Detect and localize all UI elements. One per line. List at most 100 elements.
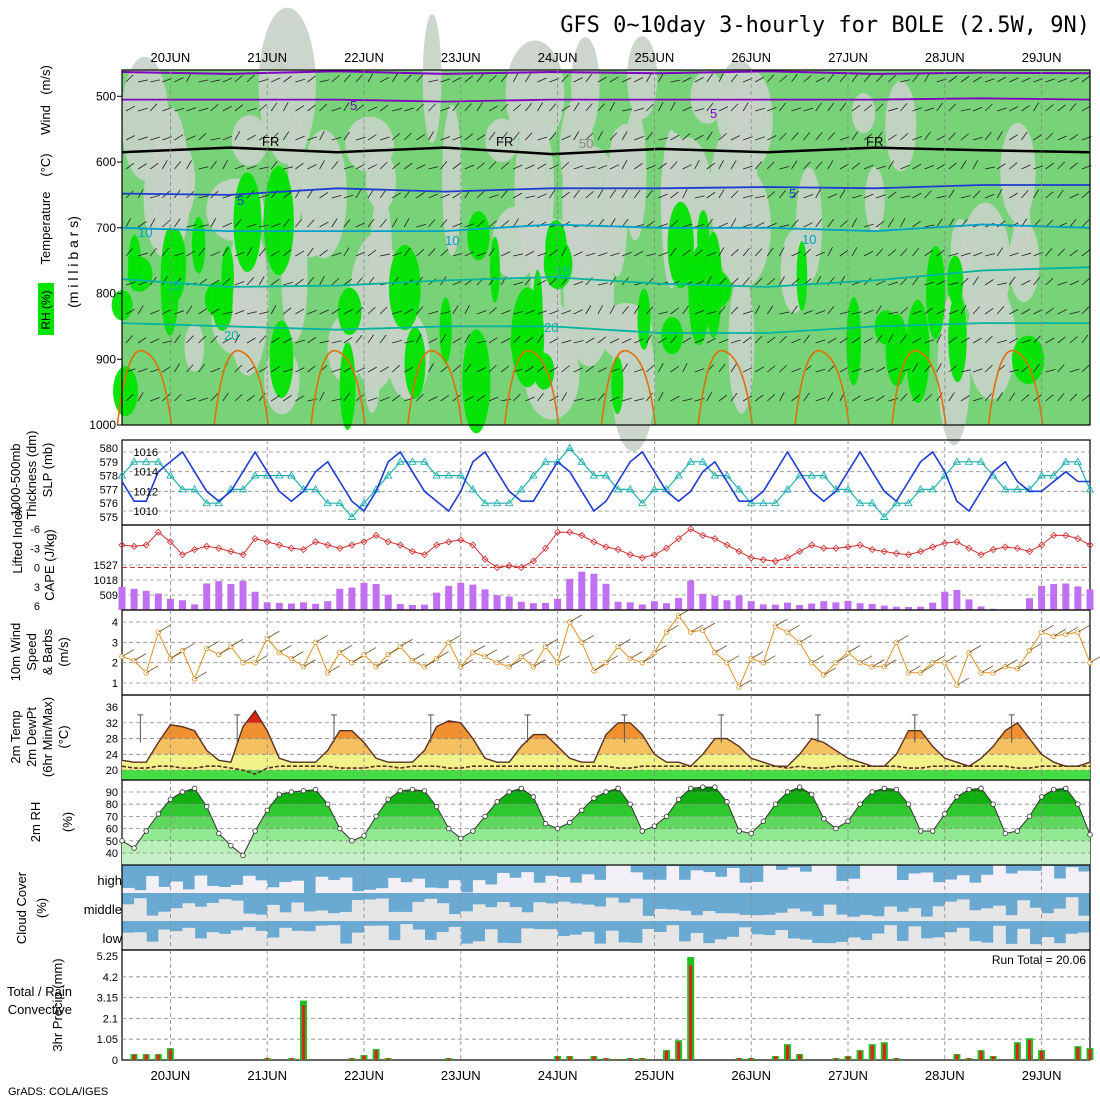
wind-barb [766,247,774,257]
wind-barb [730,363,737,373]
wind-barb [525,164,535,170]
wind-barb [1069,162,1078,170]
wind-barb [972,368,983,373]
wind-barb [512,73,519,83]
wind-barb [525,250,535,257]
wind-barb [936,218,943,228]
rh-marker [216,830,222,837]
rh-tick-label: 40 [106,848,118,860]
cloud-cell [775,930,788,950]
wind-barb [391,192,401,199]
rh-marker [990,801,996,807]
wind-barb [694,159,700,170]
cloud-cell [618,865,631,893]
wind-barb [948,132,956,141]
wind-barb [1069,311,1080,315]
wind-barb [331,252,342,257]
lifted-marker [251,535,259,543]
wind-barb [307,219,315,228]
rh-marker [203,803,210,810]
wind-barb [803,248,811,257]
wind-barb [767,394,776,402]
wind-barb [645,392,653,402]
wind-barb [863,133,873,141]
rh-marker [591,795,597,801]
thickness-marker [190,485,199,493]
thickness-marker [323,498,332,507]
wind-barb [779,132,787,141]
cloud-cell [606,930,619,950]
wind-barb [730,218,737,228]
wind-barb [125,105,135,112]
rh-moist-patch [947,255,964,306]
cloud-cell [775,912,788,921]
rh2m-axis-label: 2m RH [28,802,43,842]
wind-barb [1081,249,1091,257]
wind-barb [343,247,350,257]
cloud-cell [932,937,946,950]
cloud-cell [714,913,728,921]
contour-label: 20 [544,320,558,335]
wind-barb [960,133,969,141]
precip-tick-label: 2.1 [103,1013,118,1025]
wind-barb [621,397,632,402]
wind-barb [1045,104,1054,112]
wind-barb [258,366,268,373]
rh-marker [373,813,379,820]
lifted-marker [227,547,235,556]
wind-barb [1057,309,1067,315]
cloud-cell [1065,897,1079,921]
wind-barb [815,339,826,344]
wind-barb [863,74,871,83]
wind-barb [609,396,620,402]
lifted-marker [735,547,743,556]
cape-bar [965,599,973,610]
wind-barb [210,279,220,286]
wind-barb [888,367,898,373]
wind-barb [670,101,676,112]
precip-convective-bar [677,1041,681,1060]
wind-barb [658,101,664,112]
cloud-cell [666,909,680,921]
wind-barb [815,189,821,199]
wind-barb [997,339,1007,344]
wind-barb [150,309,160,315]
precip-convective-bar [749,1058,753,1060]
wind-barb [621,160,628,170]
rh-moist-patch [637,288,651,350]
wind-barb [706,162,716,170]
rh-moist-patch [489,236,500,303]
wind-barb [319,249,328,257]
rh-marker [809,791,815,798]
cloud-cell [182,903,196,921]
precip-convective-bar [374,1049,378,1060]
wind-barb [428,193,438,199]
cloud-cell [727,913,740,921]
wind-barb [428,131,435,141]
cloud-cell [593,943,607,950]
cloud-cell [896,940,909,950]
rh-moist-patch [113,366,138,417]
wind-barb [779,75,788,83]
contour-label: 50 [579,136,593,151]
date-label-top: 29JUN [1022,50,1062,65]
wind-barb [355,334,363,344]
wind-barb [1069,134,1079,141]
temp-tick-label: 28 [106,734,118,746]
cloud-cell [908,926,922,950]
wind-barb [319,276,325,286]
wind-barb [307,398,318,402]
isotherm-line [121,146,1091,156]
wind-barb [730,74,738,83]
lifted-tick-label: 3 [34,582,40,594]
wind-barb [1021,394,1030,402]
wind-barb [149,103,158,112]
wind-barb [827,246,833,257]
wind-barb [1033,363,1040,373]
wind-barb [1077,624,1091,633]
wind-barb [174,393,182,402]
wind-barb [501,398,511,402]
wind-barb [404,366,414,373]
rh-marker [1026,813,1033,820]
cloud-cell [787,908,801,921]
